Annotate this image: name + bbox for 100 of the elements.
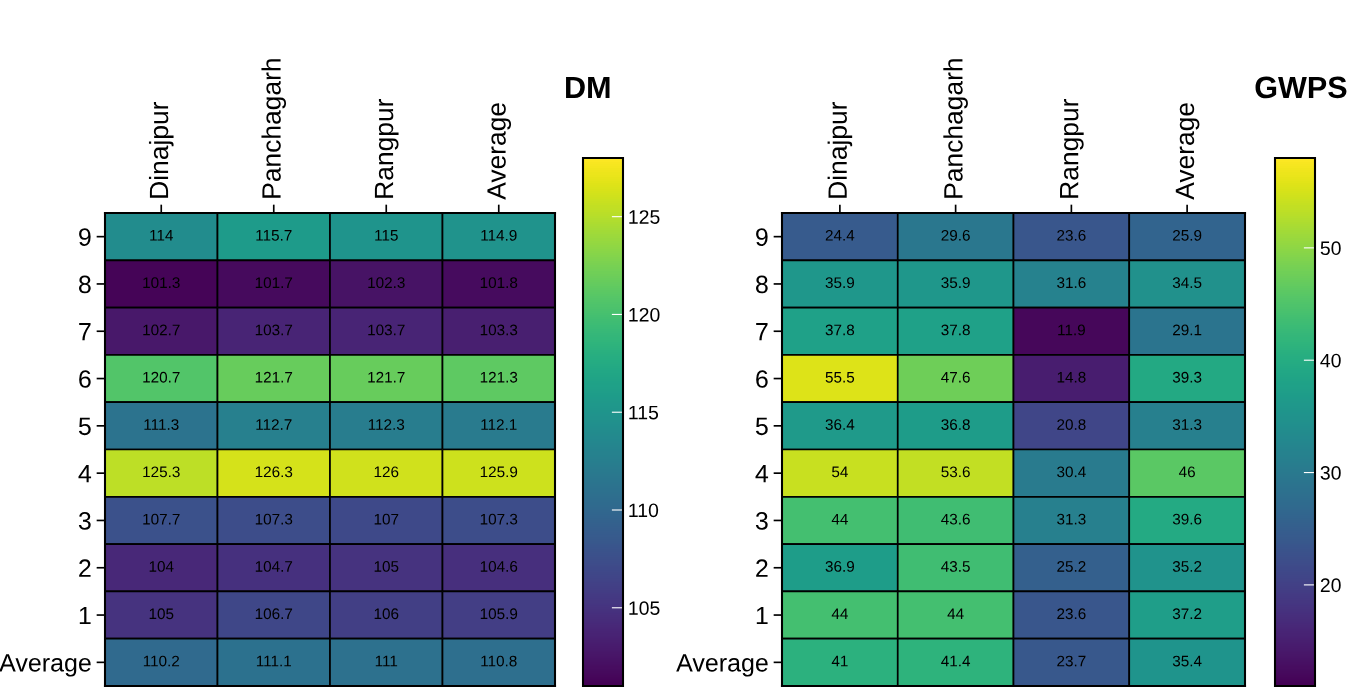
data-label: 120.7: [143, 371, 180, 383]
data-label: 104: [149, 561, 174, 572]
color-bar-label: 105: [629, 601, 660, 616]
data-label: 37.2: [1172, 608, 1202, 620]
data-label: 115.7: [256, 230, 292, 241]
data-label: 107.7: [143, 513, 180, 525]
data-label: 44: [947, 608, 964, 619]
x-tick-label: Average: [1175, 103, 1200, 200]
data-label: 23.7: [1057, 655, 1086, 667]
data-label: 105: [374, 561, 399, 572]
y-tick-label: 6: [756, 370, 768, 388]
data-label: 31.3: [1172, 419, 1202, 430]
data-label: 36.4: [825, 419, 855, 430]
data-label: 44: [831, 608, 848, 619]
chart-title: DM: [566, 76, 610, 98]
x-tick-label: Panchagarh: [261, 59, 287, 198]
y-tick-label: 8: [755, 275, 768, 294]
data-label: 23.6: [1057, 229, 1086, 241]
data-label: 36.9: [825, 561, 855, 572]
x-tick-label: Rangpur: [1060, 99, 1084, 198]
data-label: 46: [1178, 466, 1195, 478]
color-bar-label: 110: [629, 503, 659, 518]
color-bar-label: 115: [629, 405, 659, 420]
data-label: 111: [375, 655, 398, 667]
data-label: 41: [831, 655, 848, 667]
data-label: 36.8: [941, 419, 970, 430]
data-label: 114: [150, 230, 173, 241]
data-label: 121.7: [368, 371, 405, 383]
data-label: 112.3: [368, 419, 405, 430]
data-label: 14.8: [1057, 371, 1086, 383]
x-tick-label: Dinajpur: [148, 101, 174, 198]
data-label: 39.6: [1172, 513, 1202, 525]
data-label: 111.3: [144, 419, 179, 430]
color-bar-label: 120: [629, 307, 660, 322]
y-tick-label: 5: [78, 417, 91, 436]
data-label: 103.3: [480, 324, 518, 336]
data-label: 24.4: [825, 229, 855, 241]
x-tick-label: Panchagarh: [943, 59, 968, 198]
y-tick-label: 6: [79, 370, 91, 388]
y-tick-label: 3: [755, 512, 768, 530]
color-bar-label: 50: [1320, 241, 1341, 256]
y-tick-label: 7: [756, 323, 768, 341]
color-bar-label: 30: [1320, 466, 1341, 480]
data-label: 29.6: [941, 229, 970, 241]
data-label: 114.9: [481, 229, 517, 241]
y-tick-label: Average: [676, 654, 768, 677]
data-label: 101.8: [480, 277, 518, 289]
data-label: 115: [375, 230, 398, 241]
data-label: 103.7: [368, 324, 405, 336]
data-label: 102.3: [368, 277, 405, 289]
data-label: 41.4: [941, 655, 971, 667]
data-label: 25.2: [1057, 561, 1086, 572]
y-tick-label: Average: [0, 654, 91, 677]
data-label: 103.7: [255, 324, 293, 336]
data-label: 110.2: [143, 655, 180, 667]
y-tick-label: 2: [756, 559, 768, 577]
y-tick-label: 4: [755, 465, 769, 483]
y-tick-label: 7: [79, 323, 91, 341]
data-label: 112.1: [481, 419, 517, 430]
data-label: 110.8: [481, 655, 517, 667]
data-label: 111.1: [256, 655, 291, 667]
data-label: 106.7: [255, 608, 293, 620]
data-label: 121.3: [480, 371, 518, 383]
data-label: 101.7: [255, 277, 293, 289]
data-label: 37.8: [825, 324, 855, 336]
x-tick-label: Average: [487, 103, 512, 200]
data-label: 39.3: [1172, 371, 1202, 383]
data-label: 107: [374, 513, 399, 525]
y-tick-label: 9: [756, 228, 768, 246]
data-label: 126: [374, 466, 399, 478]
y-tick-label: 8: [78, 275, 91, 294]
data-label: 11.9: [1058, 324, 1085, 336]
data-label: 54: [831, 466, 848, 478]
data-label: 30.4: [1057, 466, 1086, 478]
y-tick-label: 3: [78, 512, 91, 530]
data-label: 107.3: [255, 513, 293, 525]
data-label: 31.6: [1057, 277, 1086, 289]
y-tick-label: 5: [755, 417, 768, 436]
data-label: 101.3: [143, 277, 180, 289]
data-label: 125.9: [480, 466, 518, 478]
data-label: 20.8: [1057, 419, 1086, 430]
data-label: 53.6: [941, 466, 970, 478]
data-label: 25.9: [1173, 229, 1202, 241]
x-tick-label: Rangpur: [374, 99, 399, 198]
data-label: 125.3: [143, 466, 180, 478]
data-label: 44: [831, 513, 848, 525]
data-label: 121.7: [255, 371, 293, 383]
chart-title: GWPS: [1255, 76, 1347, 99]
data-label: 107.3: [480, 513, 518, 525]
data-label: 105.9: [480, 608, 518, 620]
y-tick-label: 1: [79, 606, 91, 625]
data-label: 126.3: [255, 466, 293, 478]
data-label: 104.6: [480, 561, 518, 572]
data-label: 43.5: [941, 561, 970, 572]
data-label: 105: [149, 608, 174, 620]
data-label: 29.1: [1173, 324, 1202, 336]
data-label: 35.9: [825, 277, 855, 289]
data-label: 31.3: [1057, 513, 1086, 525]
data-label: 35.4: [1172, 655, 1202, 667]
data-label: 106: [374, 608, 399, 620]
